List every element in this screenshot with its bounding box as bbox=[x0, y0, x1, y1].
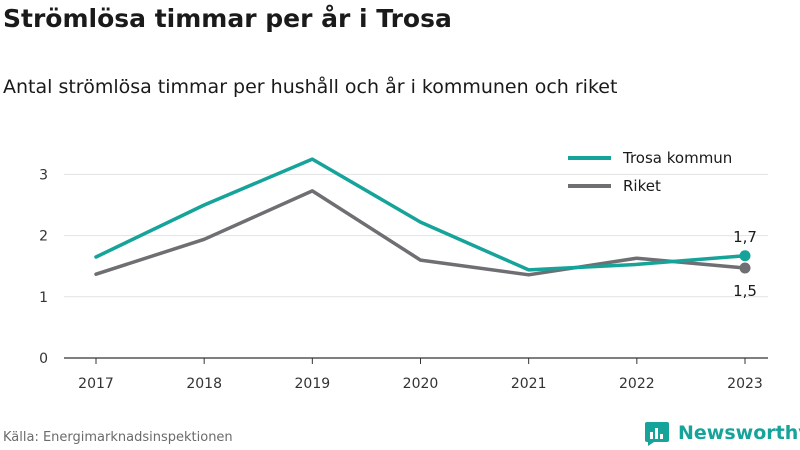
y-tick-label: 0 bbox=[39, 351, 48, 367]
end-point bbox=[739, 250, 751, 262]
y-tick-label: 1 bbox=[39, 290, 48, 306]
legend-label: Trosa kommun bbox=[622, 149, 732, 167]
bar-chart-logo-icon bbox=[645, 422, 669, 446]
y-tick-label: 2 bbox=[39, 229, 48, 245]
legend-label: Riket bbox=[623, 177, 661, 195]
grid-lines bbox=[64, 173, 768, 298]
brand-logo: Newsworthy bbox=[644, 420, 800, 446]
series-line bbox=[94, 189, 747, 277]
axes: 0 1 2 3 2017 2018 2019 2020 2021 2022 2023 bbox=[39, 167, 768, 392]
series-lines: 1,7 1,5 bbox=[94, 157, 757, 300]
end-value-label: 1,5 bbox=[733, 282, 757, 300]
x-tick-label: 2021 bbox=[511, 376, 547, 392]
series-line bbox=[94, 157, 747, 272]
chart-title: Strömlösa timmar per år i Trosa bbox=[3, 4, 452, 33]
x-tick-label: 2022 bbox=[619, 376, 655, 392]
brand-name: Newsworthy bbox=[678, 422, 800, 444]
x-tick-label: 2020 bbox=[403, 376, 439, 392]
end-point bbox=[739, 262, 751, 274]
end-value-label: 1,7 bbox=[733, 228, 757, 246]
y-tick-label: 3 bbox=[39, 167, 48, 183]
x-tick-label: 2017 bbox=[78, 376, 114, 392]
x-tick-label: 2019 bbox=[295, 376, 331, 392]
x-tick-label: 2023 bbox=[727, 376, 763, 392]
chart-subtitle: Antal strömlösa timmar per hushåll och å… bbox=[3, 76, 618, 98]
x-tick-label: 2018 bbox=[186, 376, 222, 392]
legend: Trosa kommun Riket bbox=[568, 149, 732, 195]
source-note: Källa: Energimarknadsinspektionen bbox=[3, 430, 233, 445]
